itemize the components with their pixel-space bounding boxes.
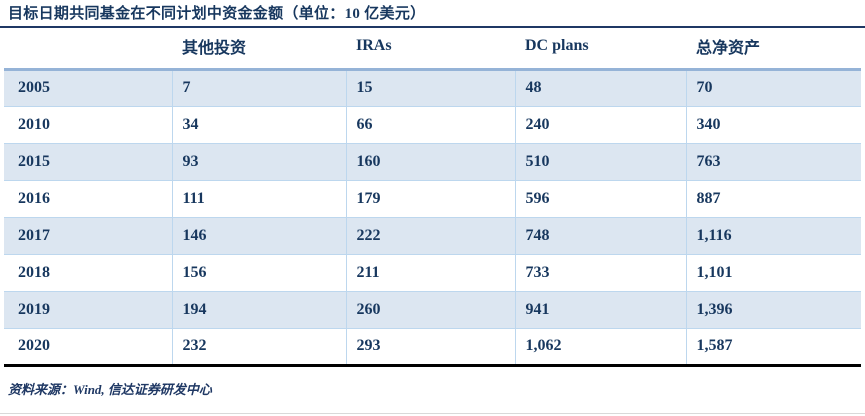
- table-body: 2005 7 15 48 70 2010 34 66 240 340 2015 …: [4, 68, 861, 366]
- year-cell: 2015: [4, 142, 173, 181]
- col-header-total-net-assets: 总净资产: [686, 28, 861, 69]
- value-cell-other: 93: [172, 142, 347, 181]
- year-cell: 2020: [4, 327, 173, 366]
- year-cell: 2019: [4, 290, 173, 329]
- value-cell-total: 1,101: [686, 253, 861, 292]
- value-cell-total: 70: [686, 68, 861, 107]
- table-row: 2019 194 260 941 1,396: [4, 290, 861, 329]
- value-cell-other: 232: [172, 327, 347, 366]
- value-cell-dc: 596: [515, 179, 687, 218]
- page-title: 目标日期共同基金在不同计划中资金金额（单位：10 亿美元）: [8, 6, 426, 22]
- value-cell-iras: 66: [346, 105, 516, 144]
- source-note: 资料来源：Wind, 信达证券研发中心: [8, 381, 212, 397]
- value-cell-total: 887: [686, 179, 861, 218]
- value-cell-dc: 48: [515, 68, 687, 107]
- col-header-dc-plans: DC plans: [515, 28, 686, 69]
- value-cell-other: 146: [172, 216, 347, 255]
- value-cell-total: 340: [686, 105, 861, 144]
- value-cell-total: 763: [686, 142, 861, 181]
- header-row: 其他投资 IRAs DC plans 总净资产: [4, 28, 861, 69]
- table-row: 2020 232 293 1,062 1,587: [4, 327, 861, 366]
- value-cell-total: 1,587: [686, 327, 861, 366]
- table-row: 2005 7 15 48 70: [4, 68, 861, 107]
- table-row: 2018 156 211 733 1,101: [4, 253, 861, 292]
- value-cell-dc: 941: [515, 290, 687, 329]
- value-cell-other: 111: [172, 179, 347, 218]
- value-cell-other: 194: [172, 290, 347, 329]
- value-cell-dc: 748: [515, 216, 687, 255]
- table-row: 2017 146 222 748 1,116: [4, 216, 861, 255]
- value-cell-other: 7: [172, 68, 347, 107]
- value-cell-iras: 160: [346, 142, 516, 181]
- value-cell-iras: 293: [346, 327, 516, 366]
- value-cell-dc: 1,062: [515, 327, 687, 366]
- value-cell-dc: 510: [515, 142, 687, 181]
- value-cell-other: 34: [172, 105, 347, 144]
- table-row: 2016 111 179 596 887: [4, 179, 861, 218]
- bottom-divider: [0, 413, 865, 414]
- col-header-other-investments: 其他投资: [172, 28, 346, 69]
- value-cell-dc: 733: [515, 253, 687, 292]
- table-row: 2015 93 160 510 763: [4, 142, 861, 181]
- value-cell-other: 156: [172, 253, 347, 292]
- year-cell: 2017: [4, 216, 173, 255]
- col-header-iras: IRAs: [346, 28, 515, 69]
- value-cell-iras: 260: [346, 290, 516, 329]
- value-cell-total: 1,116: [686, 216, 861, 255]
- value-cell-iras: 15: [346, 68, 516, 107]
- value-cell-iras: 179: [346, 179, 516, 218]
- target-date-funds-table: 其他投资 IRAs DC plans 总净资产 2005 7 15 48 70 …: [4, 28, 861, 367]
- year-cell: 2016: [4, 179, 173, 218]
- value-cell-total: 1,396: [686, 290, 861, 329]
- value-cell-iras: 222: [346, 216, 516, 255]
- year-cell: 2010: [4, 105, 173, 144]
- table-row: 2010 34 66 240 340: [4, 105, 861, 144]
- year-cell: 2018: [4, 253, 173, 292]
- value-cell-dc: 240: [515, 105, 687, 144]
- col-header-year: [4, 28, 172, 69]
- value-cell-iras: 211: [346, 253, 516, 292]
- year-cell: 2005: [4, 68, 173, 107]
- table-header: 其他投资 IRAs DC plans 总净资产: [4, 28, 861, 69]
- title-underline: [0, 26, 865, 28]
